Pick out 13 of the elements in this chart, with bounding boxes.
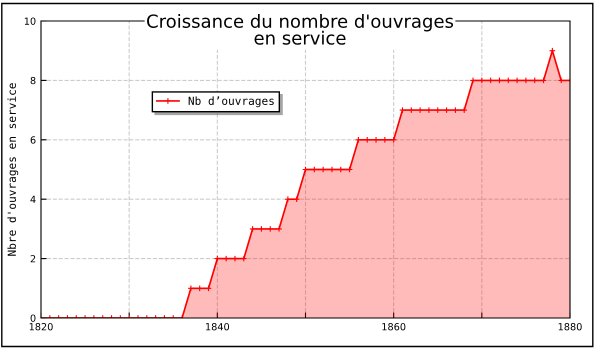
legend-label: Nb d’ouvrages xyxy=(188,96,274,108)
x-tick-label: 1840 xyxy=(206,323,230,330)
x-tick-label: 1820 xyxy=(30,323,53,330)
chart-title: Croissance du nombre d'ouvrages en service xyxy=(147,14,454,45)
y-axis-title: Nbre d'ouvrages en service xyxy=(7,83,18,256)
y-tick-label: 6 xyxy=(30,136,36,144)
y-tick-label: 2 xyxy=(30,255,36,262)
x-tick-label: 1860 xyxy=(382,323,406,330)
y-tick-label: 8 xyxy=(30,76,36,84)
y-tick-label: 0 xyxy=(30,314,36,322)
y-tick-label: 10 xyxy=(24,17,36,25)
y-tick-label: 4 xyxy=(30,196,36,203)
x-tick-label: 1880 xyxy=(558,323,582,330)
